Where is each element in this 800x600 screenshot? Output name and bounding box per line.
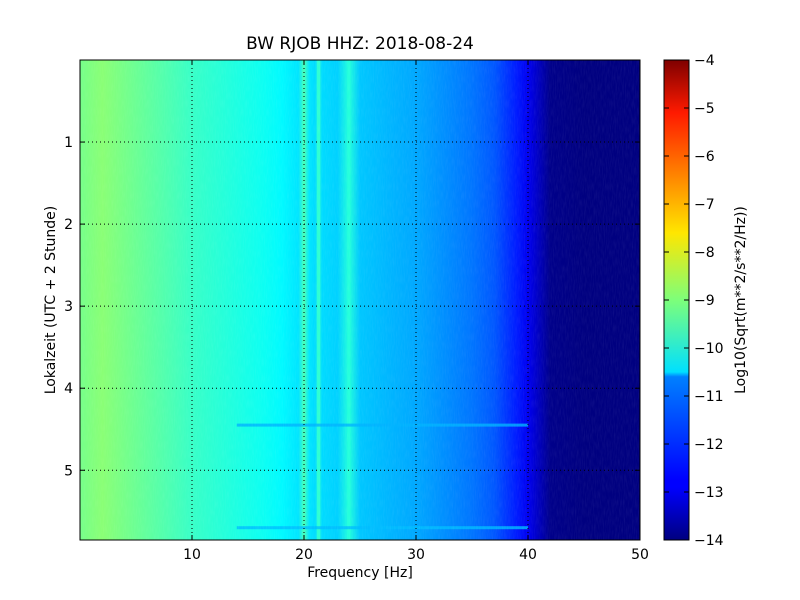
colorbar-ticks: −4 −5 −6 −7 −8 −9 −10 −11 −12 −13 −14: [664, 53, 724, 549]
x-axis-ticks: 10 20 30 40 50: [183, 60, 649, 563]
x-tick-label: 10: [183, 547, 201, 563]
x-tick-label: 20: [295, 547, 313, 563]
colorbar-tick-label: −4: [694, 53, 715, 69]
x-axis-label: Frequency [Hz]: [307, 565, 413, 581]
colorbar-label: Log10(Sqrt(m**2/s**2/Hz)): [733, 206, 749, 394]
y-tick-label: 3: [64, 299, 73, 315]
colorbar-tick-label: −14: [694, 533, 724, 549]
chart-title: BW RJOB HHZ: 2018-08-24: [246, 34, 474, 54]
grid-lines: [80, 60, 640, 540]
y-tick-label: 2: [64, 217, 73, 233]
heatmap-texture: [80, 60, 640, 540]
colorbar-tick-label: −6: [694, 149, 715, 165]
x-tick-label: 30: [407, 547, 425, 563]
colorbar-tick-label: −11: [694, 389, 724, 405]
x-tick-label: 40: [519, 547, 537, 563]
y-tick-label: 4: [64, 381, 73, 397]
colorbar-tick-label: −13: [694, 485, 724, 501]
colorbar-tick-label: −10: [694, 341, 724, 357]
colorbar-tick-label: −9: [694, 293, 715, 309]
plot-frame: [79, 59, 641, 541]
plot-area: [80, 60, 640, 540]
colorbar-tick-label: −12: [694, 437, 724, 453]
y-tick-label: 5: [64, 463, 73, 479]
colorbar-tick-label: −8: [694, 245, 715, 261]
y-tick-label: 1: [64, 135, 73, 151]
colorbar-tick-label: −5: [694, 101, 715, 117]
y-axis-label: Lokalzeit (UTC + 2 Stunde): [43, 206, 59, 395]
x-tick-label: 50: [631, 547, 649, 563]
colorbar-tick-label: −7: [694, 197, 715, 213]
y-axis-ticks: 1 2 3 4 5: [64, 135, 640, 479]
